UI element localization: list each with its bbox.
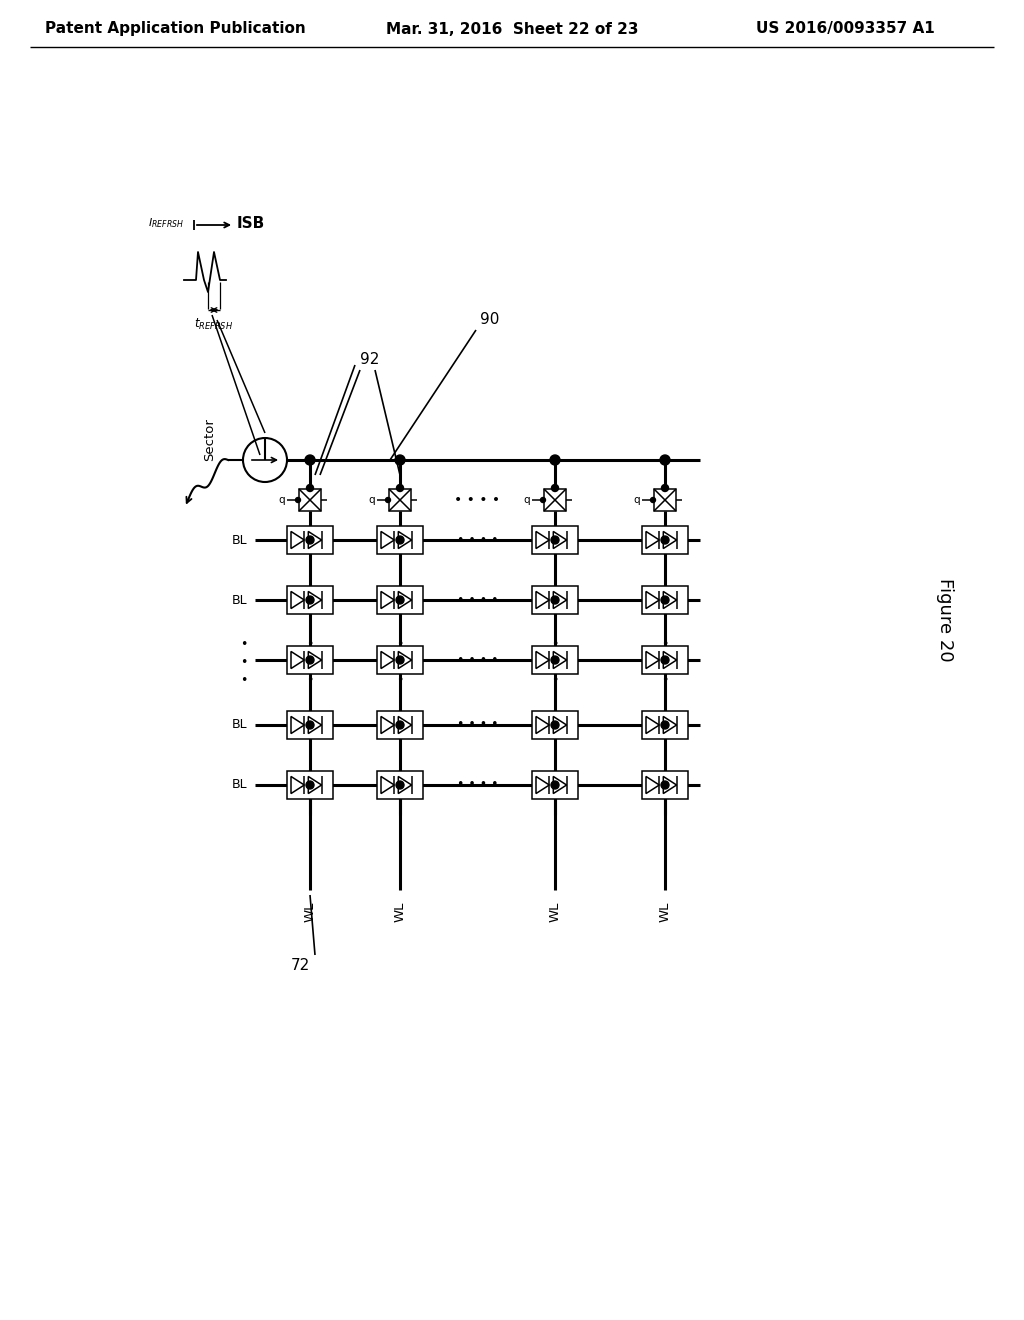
Circle shape	[395, 455, 406, 465]
Text: • • • •: • • • •	[457, 653, 499, 667]
Circle shape	[396, 484, 403, 491]
Text: US 2016/0093357 A1: US 2016/0093357 A1	[756, 21, 934, 37]
Circle shape	[306, 781, 314, 789]
Text: 92: 92	[360, 352, 380, 367]
Bar	[377, 645, 423, 675]
Text: BL: BL	[231, 779, 247, 792]
Text: $t_{REFRSH}$: $t_{REFRSH}$	[195, 317, 233, 331]
Bar	[544, 488, 566, 511]
Circle shape	[396, 536, 404, 544]
Text: • • • •: • • • •	[457, 779, 499, 792]
Circle shape	[541, 498, 546, 503]
Circle shape	[306, 721, 314, 729]
Bar	[532, 586, 578, 614]
Text: •
•
•: • • •	[306, 638, 313, 686]
Bar	[642, 525, 688, 554]
Text: WL: WL	[393, 902, 407, 923]
Circle shape	[306, 484, 313, 491]
Bar	[377, 525, 423, 554]
Text: Patent Application Publication: Patent Application Publication	[45, 21, 305, 37]
Text: •
•
•: • • •	[551, 638, 559, 686]
Circle shape	[551, 721, 559, 729]
Circle shape	[306, 597, 314, 605]
Text: q: q	[523, 495, 530, 506]
Text: •
•
•: • • •	[240, 638, 247, 686]
Bar	[532, 525, 578, 554]
Text: BL: BL	[231, 533, 247, 546]
Circle shape	[662, 781, 669, 789]
Text: • • • •: • • • •	[457, 533, 499, 546]
Bar	[287, 711, 333, 739]
Circle shape	[550, 455, 560, 465]
Bar	[377, 711, 423, 739]
Text: •
•
•: • • •	[662, 638, 669, 686]
Text: Sector: Sector	[204, 418, 216, 462]
Text: • • • •: • • • •	[455, 492, 501, 507]
Bar	[642, 586, 688, 614]
Text: • • • •: • • • •	[457, 594, 499, 606]
Circle shape	[396, 721, 404, 729]
Circle shape	[396, 597, 404, 605]
Bar	[532, 711, 578, 739]
Text: • • • •: • • • •	[457, 718, 499, 731]
Circle shape	[396, 656, 404, 664]
Circle shape	[306, 536, 314, 544]
Bar	[377, 586, 423, 614]
Text: 72: 72	[291, 957, 309, 973]
Circle shape	[296, 498, 300, 503]
Text: BL: BL	[231, 718, 247, 731]
Circle shape	[551, 781, 559, 789]
Bar	[642, 771, 688, 799]
Text: Figure 20: Figure 20	[936, 578, 954, 661]
Text: WL: WL	[549, 902, 561, 923]
Bar	[642, 645, 688, 675]
Text: •
•
•: • • •	[396, 638, 403, 686]
Text: q: q	[279, 495, 285, 506]
Bar	[299, 488, 321, 511]
Circle shape	[662, 721, 669, 729]
Circle shape	[306, 656, 314, 664]
Circle shape	[660, 455, 670, 465]
Bar	[287, 645, 333, 675]
Circle shape	[552, 484, 558, 491]
Circle shape	[662, 484, 669, 491]
Text: Mar. 31, 2016  Sheet 22 of 23: Mar. 31, 2016 Sheet 22 of 23	[386, 21, 638, 37]
Text: WL: WL	[658, 902, 672, 923]
Text: ISB: ISB	[237, 215, 265, 231]
Bar	[287, 525, 333, 554]
Circle shape	[551, 597, 559, 605]
Text: q: q	[634, 495, 640, 506]
Bar	[377, 771, 423, 799]
Bar	[287, 771, 333, 799]
Text: q: q	[369, 495, 375, 506]
Circle shape	[385, 498, 390, 503]
Bar	[654, 488, 676, 511]
Bar	[642, 711, 688, 739]
Circle shape	[551, 536, 559, 544]
Bar	[532, 771, 578, 799]
Text: 90: 90	[480, 313, 500, 327]
Circle shape	[662, 597, 669, 605]
Circle shape	[662, 536, 669, 544]
Bar	[389, 488, 411, 511]
Text: WL: WL	[303, 902, 316, 923]
Bar	[532, 645, 578, 675]
Text: BL: BL	[231, 594, 247, 606]
Circle shape	[551, 656, 559, 664]
Circle shape	[662, 656, 669, 664]
Circle shape	[650, 498, 655, 503]
Bar	[287, 586, 333, 614]
Circle shape	[396, 781, 404, 789]
Text: $I_{REFRSH}$: $I_{REFRSH}$	[147, 216, 184, 230]
Circle shape	[305, 455, 315, 465]
